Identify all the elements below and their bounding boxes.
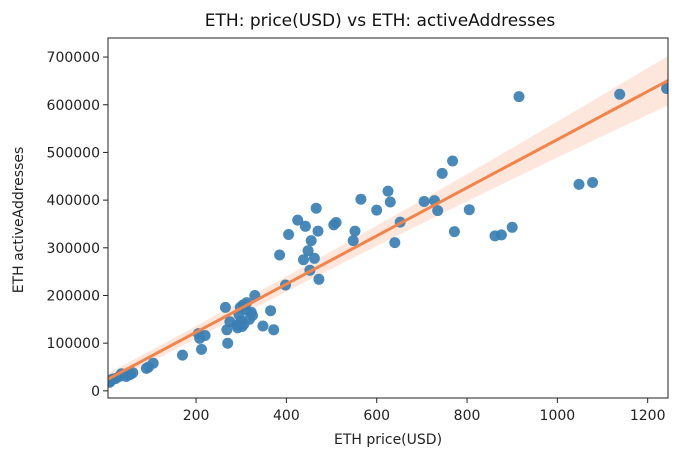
data-point	[308, 252, 320, 264]
data-point	[147, 357, 159, 369]
data-point	[573, 178, 585, 190]
data-point	[418, 196, 430, 207]
data-point	[302, 245, 314, 257]
data-points	[108, 83, 668, 388]
data-point	[298, 254, 309, 266]
data-point	[222, 337, 234, 349]
regression-line-path	[108, 79, 668, 381]
data-point	[661, 83, 668, 94]
x-tick-label: 600	[363, 408, 390, 424]
data-point	[463, 204, 475, 216]
data-point	[382, 185, 394, 197]
y-tick-label: 200000	[47, 288, 100, 304]
data-point	[199, 330, 211, 341]
data-point	[268, 324, 280, 336]
y-axis-label: ETH activeAddresses	[11, 147, 27, 294]
data-point	[299, 220, 311, 232]
data-point	[349, 225, 361, 237]
data-point	[257, 320, 269, 332]
x-tick-label: 200	[183, 408, 210, 424]
data-point	[614, 88, 626, 100]
y-tick-label: 700000	[47, 50, 100, 66]
data-point	[436, 167, 448, 179]
x-tick-label: 400	[273, 408, 300, 424]
y-tick-label: 300000	[47, 241, 100, 257]
data-point	[432, 205, 444, 217]
y-tick-label: 0	[91, 384, 100, 400]
data-point	[177, 349, 188, 361]
x-tick-label: 800	[454, 408, 481, 424]
data-point	[371, 204, 383, 216]
data-point	[305, 235, 317, 247]
data-point	[347, 235, 359, 247]
plot-frame	[107, 37, 669, 399]
data-point	[389, 237, 401, 249]
data-point	[513, 91, 525, 103]
data-point	[506, 221, 518, 233]
data-point	[313, 273, 325, 285]
data-point	[127, 367, 139, 379]
y-tick-label: 600000	[47, 98, 100, 114]
x-tick-label: 1000	[540, 408, 576, 424]
axes: 200 400 600 800 1000 1200 0 100000 200000 300000 4…	[47, 37, 669, 424]
data-point	[219, 301, 231, 313]
data-point	[310, 202, 322, 214]
data-point	[283, 229, 295, 240]
regression-line	[108, 79, 668, 381]
data-point	[196, 343, 207, 355]
data-point	[384, 196, 396, 208]
data-point	[495, 229, 507, 241]
data-point	[274, 249, 286, 261]
data-point	[448, 226, 460, 238]
chart-title: ETH: price(USD) vs ETH: activeAddresses	[205, 11, 556, 31]
x-tick-label: 1200	[630, 408, 666, 424]
y-tick-label: 100000	[47, 336, 100, 352]
data-point	[355, 193, 367, 205]
data-point	[292, 214, 304, 226]
data-point	[330, 217, 342, 228]
data-point	[247, 310, 258, 321]
y-tick-label: 400000	[47, 193, 100, 209]
data-point	[312, 225, 324, 237]
data-point	[265, 305, 277, 317]
y-tick-label: 500000	[47, 145, 100, 161]
data-point	[587, 177, 599, 188]
data-point	[447, 155, 459, 167]
x-axis-label: ETH price(USD)	[334, 432, 442, 448]
